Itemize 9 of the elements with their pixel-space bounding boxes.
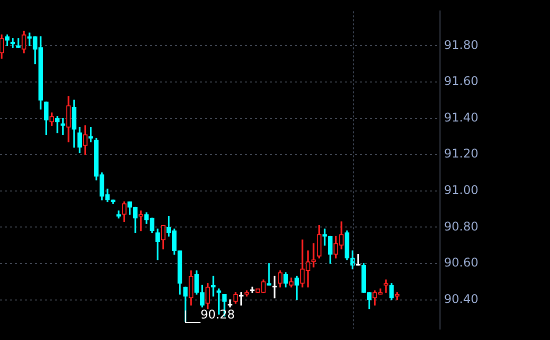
y-tick-label: 90.60 bbox=[444, 256, 478, 270]
y-tick-label: 90.80 bbox=[444, 219, 478, 234]
y-tick-label: 91.80 bbox=[444, 38, 478, 52]
y-tick-label: 91.20 bbox=[444, 146, 478, 161]
y-tick-label: 91.00 bbox=[444, 182, 478, 197]
y-tick-label: 90.40 bbox=[444, 292, 478, 306]
y-tick-label: 91.60 bbox=[444, 74, 478, 88]
y-tick-label: 91.40 bbox=[444, 110, 478, 124]
annotation: 90.28 bbox=[200, 308, 235, 322]
